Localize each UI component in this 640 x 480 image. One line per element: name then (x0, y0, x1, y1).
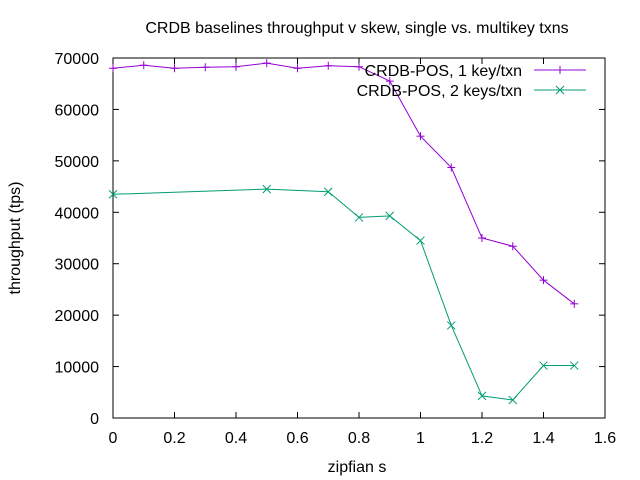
plot-area (108, 59, 579, 405)
x-tick-label: 1 (416, 430, 425, 447)
data-point-series-2 (539, 361, 548, 370)
data-point-series-2 (569, 361, 579, 370)
x-tick-label: 0 (109, 430, 118, 447)
plot-frame (112, 57, 606, 419)
data-point-series-2 (477, 391, 487, 401)
y-tick-label: 0 (90, 411, 99, 428)
x-tick-label: 0.6 (286, 430, 308, 447)
data-point-series-1 (416, 132, 425, 141)
data-point-series-2 (323, 187, 333, 197)
legend-label-2: CRDB-POS, 2 keys/txn (357, 83, 522, 100)
data-point-series-1 (570, 299, 579, 308)
data-point-series-1 (355, 62, 363, 71)
x-tick-label: 0.8 (348, 430, 370, 447)
series-line-1 (112, 62, 575, 305)
data-point-series-2 (354, 213, 364, 222)
legend-marker-1 (556, 66, 564, 74)
x-axis-title: zipfian s (328, 459, 387, 476)
data-point-series-1 (232, 62, 240, 71)
x-tick-label: 1.6 (594, 430, 616, 447)
data-point-series-1 (201, 63, 210, 72)
y-tick-label: 70000 (55, 51, 100, 68)
axes: 0 0.2 0.4 0.6 0.8 1 1.2 1.4 1.6 0 10000 20000 30000 4… (55, 51, 617, 447)
data-point-series-1 (447, 163, 456, 172)
series-line-2 (112, 188, 575, 401)
data-point-series-1 (293, 64, 302, 73)
data-point-series-1 (139, 61, 148, 70)
data-point-series-1 (508, 242, 517, 251)
y-tick-label: 10000 (55, 360, 100, 377)
y-tick-label: 60000 (55, 102, 100, 119)
data-point-series-1 (539, 276, 548, 285)
x-tick-label: 1.4 (532, 430, 554, 447)
y-tick-label: 20000 (55, 308, 100, 325)
data-point-series-1 (324, 61, 333, 70)
data-point-series-1 (109, 64, 117, 73)
data-point-series-2 (416, 236, 425, 245)
data-point-series-1 (170, 64, 179, 73)
data-point-series-2 (385, 211, 395, 221)
data-point-series-2 (262, 184, 272, 194)
data-point-series-1 (262, 59, 271, 68)
y-tick-label: 30000 (55, 257, 100, 274)
chart-title: CRDB baselines throughput v skew, single… (145, 20, 568, 37)
x-tick-label: 0.4 (225, 430, 247, 447)
data-point-series-1 (385, 77, 394, 86)
legend-marker-2 (555, 85, 565, 95)
data-point-series-1 (478, 234, 486, 242)
legend: CRDB-POS, 1 key/txn CRDB-POS, 2 keys/txn (357, 63, 586, 100)
data-point-series-2 (508, 395, 518, 405)
y-tick-label: 40000 (55, 205, 100, 222)
y-axis-title: throughput (tps) (7, 182, 24, 295)
data-point-series-2 (446, 321, 456, 330)
data-point-series-2 (108, 189, 118, 199)
legend-label-1: CRDB-POS, 1 key/txn (365, 63, 522, 80)
x-tick-label: 1.2 (471, 430, 493, 447)
x-tick-label: 0.2 (163, 430, 185, 447)
y-tick-label: 50000 (55, 154, 100, 171)
